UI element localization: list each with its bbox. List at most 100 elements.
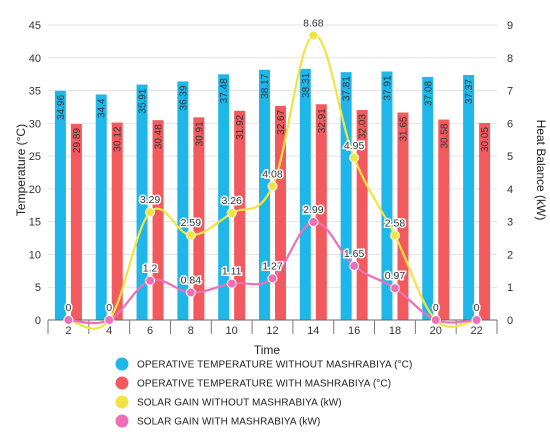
x-tick-label: 6 [147, 325, 153, 337]
bar [315, 104, 327, 320]
bar [111, 122, 123, 321]
bar-value-label: 30.91 [194, 121, 205, 146]
line-point [308, 216, 319, 227]
bar [234, 110, 246, 320]
legend-label: OPERATIVE TEMPERATURE WITH MASHRABIYA (°… [137, 379, 391, 390]
bar [54, 90, 66, 320]
x-tick-label: 14 [307, 325, 319, 337]
bar [136, 84, 148, 320]
bar-value-label: 31.92 [235, 114, 246, 139]
bar [193, 117, 205, 321]
series-line [68, 220, 477, 325]
point-value-label: 0 [433, 302, 439, 314]
bar [218, 74, 230, 320]
bar-value-label: 37.91 [382, 75, 393, 100]
bar [381, 71, 393, 321]
bar-value-label: 32.91 [317, 108, 328, 133]
bar-value-label: 36.39 [178, 85, 189, 110]
point-value-label: 0 [106, 302, 112, 314]
bar-value-label: 38.31 [301, 72, 312, 97]
bar-value-label: 37.08 [423, 80, 434, 105]
label-layer: 34.96 34.4 35.91 36.39 37.48 38.17 38.31 37.81 3… [56, 16, 491, 316]
bar [177, 81, 189, 321]
bar [152, 120, 164, 320]
line-point [349, 152, 360, 163]
bar-value-label: 37.37 [464, 79, 475, 104]
bar [479, 123, 491, 320]
bar [422, 76, 434, 320]
x-tick-label: 22 [470, 325, 482, 337]
point-value-label: 0 [65, 302, 71, 314]
x-tick-label: 18 [389, 325, 401, 337]
left-tick-label: 25 [29, 151, 41, 163]
point-value-label: 2.59 [181, 217, 202, 229]
point-value-label: 0.97 [385, 270, 406, 282]
left-tick-label: 35 [29, 86, 41, 98]
point-value-label: 4.08 [262, 168, 283, 180]
bar-value-label: 32.03 [358, 114, 369, 139]
point-value-label: 0 [65, 302, 71, 314]
x-tick-label: 20 [430, 325, 442, 337]
point-value-label: 1.11 [222, 266, 242, 278]
x-axis-title: Time [254, 343, 281, 357]
left-tick-label: 15 [29, 217, 41, 229]
right-tick-label: 4 [507, 184, 513, 196]
line-point [226, 208, 237, 219]
point-value-label: 1.27 [262, 260, 283, 272]
bar-value-label: 34.4 [97, 98, 108, 118]
legend-swatch [115, 395, 129, 409]
line-point [308, 30, 319, 41]
line-point [267, 181, 278, 192]
bar-layer [54, 68, 491, 321]
legend-label: OPERATIVE TEMPERATURE WITHOUT MASHRABIYA… [137, 360, 412, 371]
legend-swatch [115, 357, 129, 371]
point-value-label: 4.95 [344, 140, 365, 152]
x-tick-label: 10 [226, 325, 238, 337]
left-tick-label: 30 [29, 118, 41, 130]
left-tick-label: 10 [29, 249, 41, 261]
line-point [471, 315, 482, 325]
line-layer [63, 30, 482, 330]
line-point [145, 275, 156, 286]
line-point [389, 283, 400, 294]
bar-value-label: 31.65 [398, 116, 409, 141]
left-tick-label: 0 [35, 315, 41, 327]
left-tick-label: 20 [29, 184, 41, 196]
right-tick-label: 2 [507, 249, 513, 261]
right-tick-label: 3 [507, 217, 513, 229]
line-point [267, 273, 278, 284]
bar [259, 69, 270, 320]
point-value-label: 8.68 [303, 17, 324, 29]
line-point [430, 315, 441, 325]
bar [340, 72, 352, 320]
point-value-label: 1.65 [344, 248, 365, 260]
bar-value-label: 34.96 [56, 94, 67, 119]
x-tick-label: 8 [188, 325, 194, 337]
x-tick-label: 12 [266, 325, 278, 337]
bar-value-label: 35.91 [138, 88, 149, 113]
point-value-label: 3.26 [221, 195, 242, 207]
bar-value-label: 29.89 [72, 128, 83, 153]
legend: OPERATIVE TEMPERATURE WITHOUT MASHRABIYA… [115, 357, 412, 428]
left-axis-title: Temperature (°C) [14, 124, 28, 216]
line-point [349, 260, 360, 271]
bar-value-label: 30.58 [439, 123, 450, 148]
point-value-label: 0 [433, 302, 439, 314]
bar-value-label: 30.12 [113, 126, 124, 151]
x-tick-label: 16 [348, 325, 360, 337]
line-point [185, 230, 196, 241]
point-value-label: 3.29 [140, 194, 161, 206]
x-tick-label: 4 [106, 325, 112, 337]
x-tick-label: 2 [65, 325, 71, 337]
point-value-label: 0 [474, 302, 480, 314]
bar-value-label: 30.05 [480, 127, 491, 152]
line-point [104, 315, 115, 325]
point-value-label: 0 [474, 302, 480, 314]
legend-label: SOLAR GAIN WITH MASHRABIYA (kW) [137, 417, 321, 428]
bar [397, 112, 409, 321]
point-value-label: 0.84 [181, 274, 202, 286]
legend-swatch [115, 376, 129, 390]
left-tick-label: 40 [29, 53, 41, 65]
